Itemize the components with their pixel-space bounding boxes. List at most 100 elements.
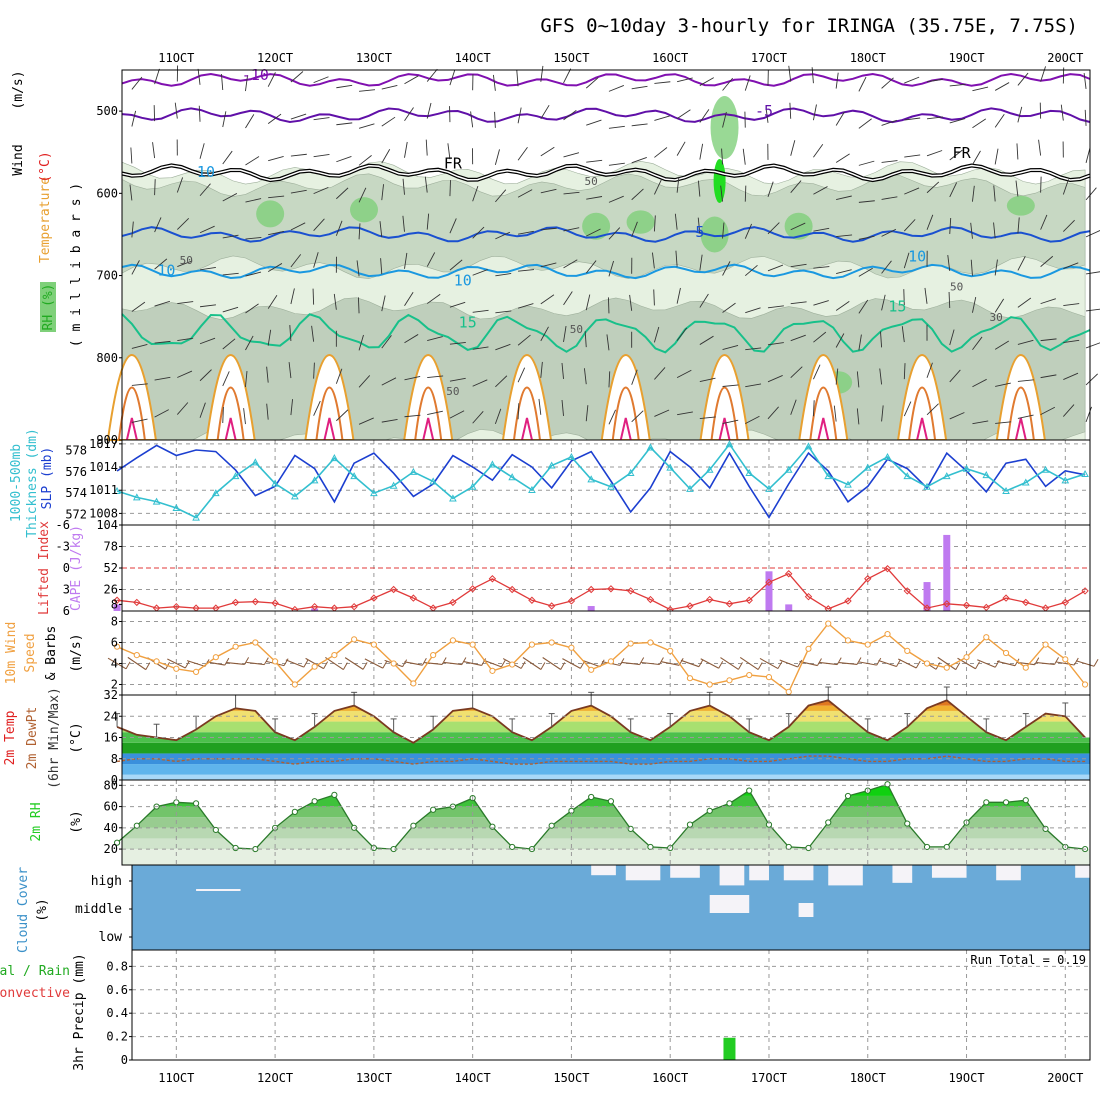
thickness-marker <box>251 458 260 466</box>
ylabel-speed: Speed <box>23 633 38 672</box>
rh-moist-cell <box>700 216 729 253</box>
upper-wind-barb <box>1040 214 1048 230</box>
upper-wind-barb <box>1085 147 1091 164</box>
lifted-index-marker <box>982 603 990 612</box>
ylabel-rh-unit: (%) <box>69 810 84 833</box>
upper-wind-barb <box>926 362 933 378</box>
upper-wind-barb <box>245 236 262 240</box>
upper-wind-barb <box>426 213 430 230</box>
upper-wind-barb <box>972 185 975 202</box>
lifted-index-marker <box>903 587 911 595</box>
wind-barb <box>680 659 700 668</box>
upper-wind-barb <box>699 416 716 420</box>
precip-legend-total: Total / Rain <box>0 964 70 979</box>
upper-wind-barb <box>381 116 396 127</box>
upper-wind-barb <box>1016 143 1019 160</box>
thickness-tick-label: 576 <box>65 465 87 479</box>
upper-wind-barb <box>1083 72 1087 89</box>
upper-wind-barb <box>813 227 830 232</box>
upper-wind-barb <box>856 408 860 425</box>
wind-barb-flag <box>1034 657 1040 665</box>
ylabel-2m-dewpt: 2m DewPt <box>25 707 40 770</box>
upper-wind-barb <box>425 139 428 156</box>
rh-marker <box>588 793 595 801</box>
upper-wind-barb <box>608 260 615 277</box>
y-tick-label: 6 <box>111 636 118 650</box>
lifted-index-marker <box>567 597 576 605</box>
thickness-marker <box>429 477 437 485</box>
wind-speed-marker <box>647 639 654 646</box>
upper-wind-barb <box>699 293 709 308</box>
upper-wind-barb <box>903 401 912 417</box>
upper-wind-barb <box>949 217 952 234</box>
upper-wind-barb <box>561 362 564 379</box>
upper-wind-barb <box>245 371 248 388</box>
upper-wind-barb <box>1040 255 1054 267</box>
rh-marker <box>291 808 298 815</box>
upper-wind-barb <box>677 77 693 83</box>
upper-wind-barb <box>495 375 508 388</box>
lifted-index-marker <box>350 602 358 611</box>
thickness-marker <box>1061 476 1070 484</box>
contour-label: 15 <box>888 298 906 316</box>
upper-wind-barb <box>1063 219 1075 232</box>
wind-speed-marker <box>844 637 852 644</box>
upper-wind-barb <box>926 181 940 194</box>
upper-wind-barb <box>517 107 522 124</box>
wind-barb <box>581 659 601 668</box>
upper-wind-barb <box>426 68 438 82</box>
wind-barb-flag <box>145 662 151 670</box>
upper-wind-barb <box>608 85 624 92</box>
thickness-marker <box>607 482 615 490</box>
x-tick-label: 15OCT <box>553 51 589 65</box>
wind-speed-marker <box>469 641 476 648</box>
surface-warm-dome-inner <box>908 386 937 441</box>
wind-speed-marker <box>1081 681 1089 688</box>
thickness-marker <box>804 442 813 450</box>
contour-label: 15 <box>459 313 477 331</box>
ylabel-wind-unit: (m/s) <box>11 70 26 109</box>
wind-barb-flag <box>915 660 921 669</box>
surface-warm-dome <box>699 354 750 441</box>
upper-wind-barb <box>404 414 421 418</box>
upper-wind-barb <box>1085 271 1100 275</box>
upper-wind-barb <box>472 410 484 424</box>
upper-wind-barb <box>813 364 821 380</box>
lifted-index-marker <box>508 585 516 594</box>
upper-wind-barb <box>540 294 555 305</box>
ylabel-wind: Wind <box>11 144 26 175</box>
upper-wind-barb <box>359 89 376 92</box>
wind-speed-marker <box>864 641 871 648</box>
x-tick-label: 14OCT <box>455 1071 491 1085</box>
wind-speed-marker <box>805 645 812 652</box>
thickness-marker <box>192 513 200 521</box>
wind-barb-flag <box>975 661 980 669</box>
upper-wind-barb <box>1040 298 1056 305</box>
cloud-level-label: low <box>99 930 123 945</box>
lifted-index-marker <box>488 575 497 583</box>
upper-wind-barb <box>949 83 966 87</box>
x-tick-label: 20OCT <box>1047 51 1083 65</box>
wind-barb <box>127 656 147 671</box>
temp-band <box>122 764 1090 775</box>
upper-wind-barb <box>654 81 671 84</box>
upper-wind-barb <box>904 187 920 195</box>
upper-wind-barb <box>176 177 184 193</box>
upper-wind-barb <box>1063 339 1080 343</box>
upper-wind-barb <box>835 153 850 163</box>
cloud-clear-block <box>1075 865 1090 878</box>
rh-marker <box>331 791 338 798</box>
upper-wind-barb <box>494 408 502 425</box>
upper-wind-barb <box>495 343 511 351</box>
upper-wind-barb <box>154 217 162 233</box>
upper-wind-barb <box>335 220 343 236</box>
upper-wind-barb <box>312 288 315 305</box>
upper-wind-barb <box>608 162 625 166</box>
lifted-index-marker <box>310 602 319 611</box>
surface-hot-core <box>521 417 533 441</box>
upper-wind-barb <box>404 292 414 306</box>
temp-band <box>122 774 1090 780</box>
upper-wind-barb <box>1085 229 1100 238</box>
isotherm-line <box>121 263 1091 280</box>
